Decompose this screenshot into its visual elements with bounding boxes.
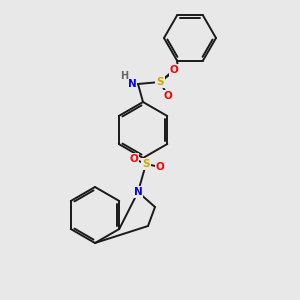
Text: O: O (156, 162, 164, 172)
Text: O: O (169, 65, 178, 75)
Text: S: S (142, 159, 150, 169)
Text: O: O (164, 91, 172, 101)
Text: S: S (156, 77, 164, 87)
Text: H: H (120, 71, 128, 81)
Text: N: N (128, 79, 136, 89)
Text: O: O (130, 154, 138, 164)
Text: N: N (134, 187, 142, 197)
